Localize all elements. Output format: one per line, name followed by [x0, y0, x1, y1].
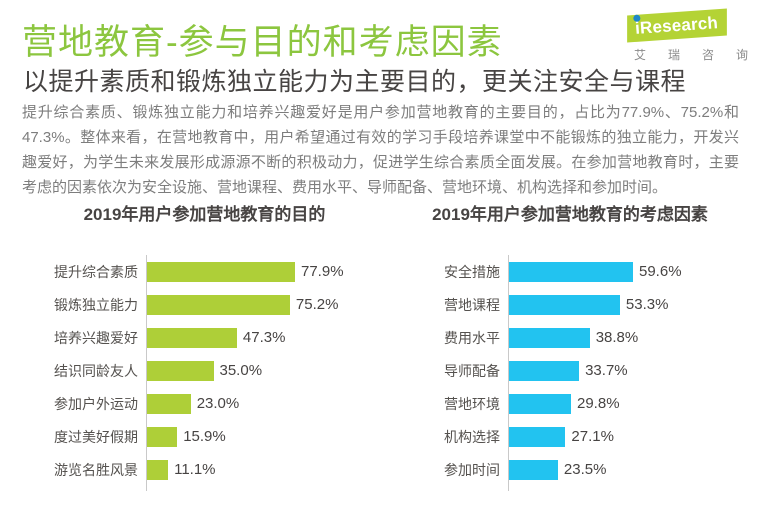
page-subtitle: 以提升素质和锻炼独立能力为主要目的，更关注安全与课程	[23, 68, 687, 96]
value-label: 11.1%	[174, 461, 216, 478]
summary-paragraph: 提升综合素质、锻炼独立能力和培养兴趣爱好是用户参加营地教育的主要目的，占比为77…	[22, 104, 739, 196]
iresearch-logo: iResearch 艾瑞咨询	[627, 8, 760, 63]
value-label: 53.3%	[625, 296, 669, 313]
bar-cell: 53.3%	[508, 288, 740, 321]
category-label: 营地课程	[444, 296, 500, 313]
bar-cell: 75.2%	[146, 288, 386, 321]
bar-cell: 15.9%	[146, 420, 386, 453]
bar	[509, 327, 590, 348]
chart-row: 安全措施 59.6%	[400, 255, 740, 288]
category-label: 参加户外运动	[54, 395, 138, 412]
value-label: 23.5%	[563, 461, 607, 478]
chart-row: 导师配备 33.7%	[400, 354, 740, 387]
chart-rows: 安全措施 59.6% 营地课程 53.3% 费用水平 38.8% 导师配备 33.7% 营地环境…	[400, 255, 740, 491]
category-label: 费用水平	[444, 329, 500, 346]
chart-title: 2019年用户参加营地教育的考虑因素	[432, 205, 708, 224]
bar-cell: 29.8%	[508, 387, 740, 420]
chart-row: 营地课程 53.3%	[400, 288, 740, 321]
bar-cell: 33.7%	[508, 354, 740, 387]
bar-cell: 35.0%	[146, 354, 386, 387]
bar-cell: 38.8%	[508, 321, 740, 354]
category-label: 游览名胜风景	[54, 461, 138, 478]
category-label: 导师配备	[444, 362, 500, 379]
chart-row: 机构选择 27.1%	[400, 420, 740, 453]
bar-cell: 11.1%	[146, 453, 386, 486]
chart-row: 提升综合素质 77.9%	[23, 255, 386, 288]
chart-title: 2019年用户参加营地教育的目的	[83, 205, 326, 224]
value-label: 75.2%	[295, 296, 339, 313]
iresearch-logo-shape: iResearch	[627, 8, 727, 43]
page-title: 营地教育-参与目的和考虑因素	[22, 23, 503, 62]
value-label: 77.9%	[301, 263, 344, 280]
chart-row: 培养兴趣爱好 47.3%	[23, 321, 386, 354]
category-label: 结识同龄友人	[54, 362, 138, 379]
value-label: 33.7%	[585, 362, 628, 379]
value-label: 47.3%	[242, 329, 286, 346]
bar	[509, 459, 558, 480]
category-label: 培养兴趣爱好	[54, 329, 138, 346]
bar	[509, 426, 566, 447]
factors-bar-chart: 2019年用户参加营地教育的考虑因素 安全措施 59.6% 营地课程 53.3% 费用水…	[400, 205, 740, 491]
category-label: 参加时间	[444, 461, 500, 478]
category-label: 安全措施	[444, 263, 500, 280]
chart-row: 游览名胜风景 11.1%	[23, 453, 386, 486]
value-label: 38.8%	[595, 329, 639, 346]
bar-cell: 27.1%	[508, 420, 740, 453]
value-label: 35.0%	[219, 362, 263, 379]
logo-wordmark: iResearch	[633, 12, 720, 39]
value-label: 59.6%	[639, 263, 682, 280]
chart-row: 费用水平 38.8%	[400, 321, 740, 354]
category-label: 提升综合素质	[54, 263, 138, 280]
bar-cell: 23.5%	[508, 453, 740, 486]
value-label: 27.1%	[571, 428, 614, 445]
category-label: 度过美好假期	[54, 428, 138, 445]
bar	[147, 459, 169, 480]
value-label: 15.9%	[183, 428, 226, 445]
bar	[147, 294, 290, 315]
logo-text: Research	[639, 12, 720, 38]
purpose-bar-chart: 2019年用户参加营地教育的目的 提升综合素质 77.9% 锻炼独立能力 75.2% 培…	[23, 205, 386, 491]
bar	[509, 360, 580, 381]
bar	[147, 327, 237, 348]
chart-row: 参加时间 23.5%	[400, 453, 740, 486]
logo-chinese-name: 艾瑞咨询	[634, 48, 760, 62]
bar	[509, 261, 633, 282]
category-label: 锻炼独立能力	[54, 296, 138, 313]
category-label: 营地环境	[444, 395, 500, 412]
value-label: 29.8%	[577, 395, 620, 412]
category-label: 机构选择	[444, 428, 500, 445]
bar	[147, 261, 295, 282]
bar-cell: 47.3%	[146, 321, 386, 354]
bar	[147, 426, 178, 447]
chart-row: 营地环境 29.8%	[400, 387, 740, 420]
chart-row: 参加户外运动 23.0%	[23, 387, 386, 420]
bar	[147, 360, 214, 381]
bar	[147, 393, 191, 414]
bar-cell: 23.0%	[146, 387, 386, 420]
chart-rows: 提升综合素质 77.9% 锻炼独立能力 75.2% 培养兴趣爱好 47.3% 结识同龄友人 3…	[23, 255, 386, 491]
chart-row: 结识同龄友人 35.0%	[23, 354, 386, 387]
chart-row: 锻炼独立能力 75.2%	[23, 288, 386, 321]
bar	[509, 393, 571, 414]
bar-cell: 77.9%	[146, 255, 386, 288]
chart-row: 度过美好假期 15.9%	[23, 420, 386, 453]
bar	[509, 294, 620, 315]
value-label: 23.0%	[196, 395, 240, 412]
bar-cell: 59.6%	[508, 255, 740, 288]
